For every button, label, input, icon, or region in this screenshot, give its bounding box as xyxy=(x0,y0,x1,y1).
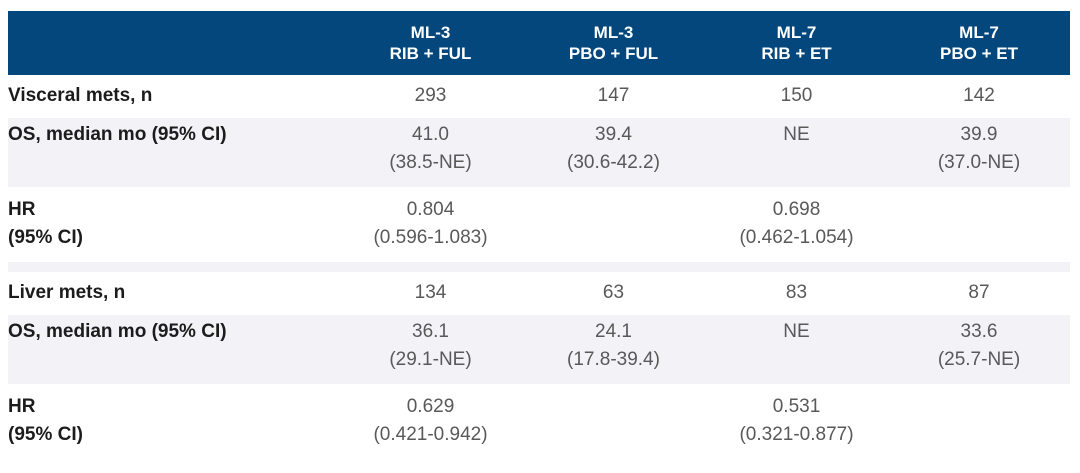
row-liver-hr: HR (95% CI) 0.629 (0.421-0.942) 0.531 (0… xyxy=(8,384,1070,459)
cell-value xyxy=(888,384,1070,459)
cell-value: 83 xyxy=(785,282,808,303)
cell-value: 293 xyxy=(414,85,447,106)
row-label: Liver mets, n xyxy=(8,282,126,303)
cell-value: 33.6 (25.7-NE) xyxy=(937,321,1021,370)
row-liver-mets-n: Liver mets, n 134 63 83 87 xyxy=(8,272,1070,315)
cell-value: 147 xyxy=(597,85,630,106)
row-label: Visceral mets, n xyxy=(8,85,153,106)
row-label: HR (95% CI) xyxy=(8,199,83,248)
cell-value xyxy=(888,187,1070,262)
row-visceral-mets-n: Visceral mets, n 293 147 150 142 xyxy=(8,75,1070,118)
arm-name: RIB + ET xyxy=(761,44,832,63)
cell-value: NE xyxy=(783,124,810,145)
cell-value: 41.0 (38.5-NE) xyxy=(389,124,472,173)
trial-name: ML-7 xyxy=(959,23,999,42)
cell-value: 150 xyxy=(780,85,813,106)
cell-value: 87 xyxy=(968,282,990,303)
cell-value: 0.629 (0.421-0.942) xyxy=(373,396,488,445)
column-header-ml3-pbo-ful: ML-3 PBO + FUL xyxy=(522,11,705,75)
os-results-table: ML-3 RIB + FUL ML-3 PBO + FUL ML-7 RIB +… xyxy=(8,11,1070,459)
cell-value: 63 xyxy=(602,282,625,303)
cell-value: NE xyxy=(783,321,810,342)
column-header-ml7-rib-et: ML-7 RIB + ET xyxy=(705,11,888,75)
cell-value: 142 xyxy=(963,85,995,106)
arm-name: PBO + ET xyxy=(940,44,1018,63)
cell-value: 39.4 (30.6-42.2) xyxy=(567,124,660,173)
cell-value xyxy=(522,384,705,459)
header-row: ML-3 RIB + FUL ML-3 PBO + FUL ML-7 RIB +… xyxy=(8,11,1070,75)
row-visceral-hr: HR (95% CI) 0.804 (0.596-1.083) 0.698 (0… xyxy=(8,187,1070,262)
cell-value xyxy=(522,187,705,262)
trial-name: ML-3 xyxy=(593,23,634,42)
trial-name: ML-7 xyxy=(776,23,817,42)
cell-value: 39.9 (37.0-NE) xyxy=(937,124,1021,173)
header-empty-cell xyxy=(8,11,339,75)
column-header-ml7-pbo-et: ML-7 PBO + ET xyxy=(888,11,1070,75)
row-liver-os-median: OS, median mo (95% CI) 36.1 (29.1-NE) 24… xyxy=(8,315,1070,384)
row-label: OS, median mo (95% CI) xyxy=(8,321,227,342)
cell-value: 0.531 (0.321-0.877) xyxy=(739,396,854,445)
arm-name: RIB + FUL xyxy=(389,44,472,63)
section-separator xyxy=(8,262,1070,272)
row-label: HR (95% CI) xyxy=(8,396,83,445)
arm-name: PBO + FUL xyxy=(568,44,659,63)
cell-value: 36.1 (29.1-NE) xyxy=(389,321,472,370)
row-visceral-os-median: OS, median mo (95% CI) 41.0 (38.5-NE) 39… xyxy=(8,118,1070,187)
cell-value: 134 xyxy=(414,282,447,303)
cell-value: 24.1 (17.8-39.4) xyxy=(567,321,660,370)
cell-value: 0.698 (0.462-1.054) xyxy=(739,199,854,248)
column-header-ml3-rib-ful: ML-3 RIB + FUL xyxy=(339,11,522,75)
separator-band xyxy=(8,262,1070,272)
cell-value: 0.804 (0.596-1.083) xyxy=(373,199,488,248)
row-label: OS, median mo (95% CI) xyxy=(8,124,227,145)
trial-name: ML-3 xyxy=(410,23,451,42)
